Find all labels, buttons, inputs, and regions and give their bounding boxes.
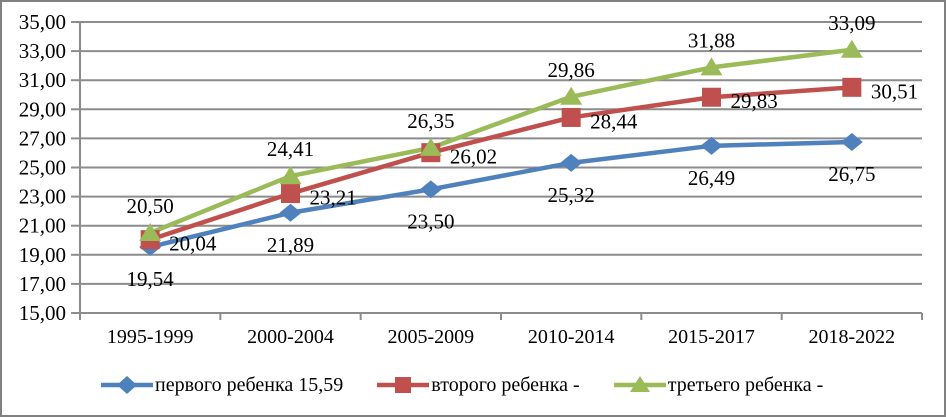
data-point-label: 26,35 [407, 109, 454, 133]
diamond-marker-icon [560, 153, 583, 172]
data-point-label: 21,89 [267, 233, 314, 257]
data-point-label: 31,88 [688, 28, 735, 52]
data-point-label: 29,83 [731, 89, 778, 113]
y-axis-tick-label: 27,00 [19, 126, 66, 150]
data-point-label: 19,54 [127, 267, 175, 291]
legend-triangle-marker-icon [613, 376, 666, 392]
triangle-marker-icon [419, 137, 442, 156]
legend-label-second-child: второго ребенка - [431, 374, 580, 396]
x-axis-category-label: 2010-2014 [528, 326, 615, 348]
data-point-label: 26,02 [450, 145, 497, 169]
triangle-marker-icon [560, 86, 583, 105]
diamond-marker-icon [840, 133, 863, 152]
diamond-marker-icon [279, 203, 302, 222]
y-axis-tick-label: 35,00 [19, 10, 66, 34]
legend-label-third-child: третьего ребенка - [667, 374, 824, 396]
legend-square-marker-icon [377, 377, 430, 393]
y-axis-tick-label: 23,00 [19, 185, 66, 209]
legend-item-first-child: первого ребенка 15,59 [101, 373, 343, 397]
square-marker-icon [842, 77, 862, 97]
data-point-label: 29,86 [548, 58, 595, 82]
legend-diamond-marker-icon [101, 376, 153, 394]
y-axis-tick-label: 25,00 [19, 156, 66, 180]
y-axis-tick-label: 29,00 [19, 97, 66, 121]
data-point-label: 30,51 [871, 79, 918, 103]
x-axis-category-label: 2000-2004 [247, 326, 334, 348]
x-axis-category-label: 2018-2022 [808, 326, 895, 348]
y-axis-tick-label: 15,00 [19, 301, 66, 325]
data-point-label: 26,75 [828, 162, 875, 186]
series-line [149, 85, 852, 242]
triangle-marker-icon [279, 166, 302, 185]
data-point-label: 20,04 [169, 232, 217, 256]
data-point-label: 25,32 [548, 183, 595, 207]
triangle-marker-icon [840, 39, 863, 58]
data-point-label: 28,44 [590, 109, 638, 133]
triangle-marker-icon [139, 222, 162, 241]
square-marker-icon [281, 184, 300, 204]
legend-item-second-child: второго ребенка - [377, 373, 580, 397]
x-axis-category-label: 1995-1999 [107, 326, 194, 348]
x-axis-category-label: 2015-2017 [668, 326, 755, 348]
y-axis-tick-label: 31,00 [19, 68, 66, 92]
y-axis-tick-label: 33,00 [19, 39, 66, 63]
chart-legend: первого ребенка 15,59 второго ребенка - … [0, 368, 946, 402]
y-axis-tick-label: 17,00 [19, 272, 66, 296]
diamond-marker-icon [700, 136, 723, 155]
diamond-marker-icon [419, 180, 442, 199]
x-axis-category-label: 2005-2009 [387, 326, 474, 348]
square-marker-icon [702, 87, 721, 107]
data-point-label: 26,49 [688, 166, 735, 190]
series-line [149, 47, 853, 236]
square-marker-icon [561, 107, 581, 127]
triangle-marker-icon [700, 57, 723, 76]
legend-item-third-child: третьего ребенка - [613, 373, 824, 397]
series-line [149, 139, 852, 250]
data-point-label: 24,41 [267, 137, 314, 161]
data-point-label: 33,09 [828, 11, 875, 35]
legend-label-first-child: первого ребенка 15,59 [155, 374, 344, 396]
data-point-label: 23,21 [310, 186, 357, 210]
y-axis-tick-label: 21,00 [19, 214, 66, 238]
data-point-label: 23,50 [407, 209, 454, 233]
y-axis-tick-label: 19,00 [19, 243, 66, 267]
data-point-label: 20,50 [127, 194, 174, 218]
